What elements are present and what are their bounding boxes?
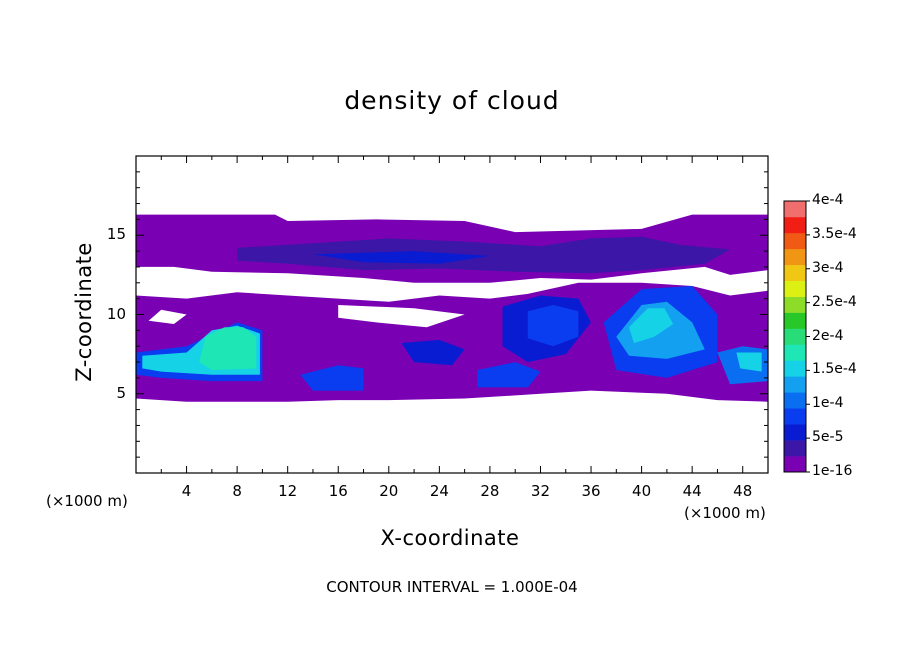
cloud-gap-2 xyxy=(148,309,187,324)
colorbar-swatch xyxy=(784,440,806,457)
colorbar-swatch xyxy=(784,360,806,377)
colorbar-swatch xyxy=(784,312,806,329)
x-tick-label: 4 xyxy=(181,482,192,500)
colorbar-swatch xyxy=(784,201,806,218)
x-tick-label: 16 xyxy=(328,482,348,500)
cloud-region-cell-7-core xyxy=(199,327,257,370)
x-tick-label: 40 xyxy=(632,482,652,500)
y-tick-label: 5 xyxy=(116,383,126,402)
cloud-region-cell-48-core xyxy=(736,352,762,372)
colorbar-swatch xyxy=(784,216,806,234)
colorbar-swatch xyxy=(784,376,806,393)
cloud-region-cell-33 xyxy=(527,305,579,347)
x-tick-label: 36 xyxy=(581,482,601,500)
colorbar-label: 5e-5 xyxy=(812,429,844,446)
colorbar-swatch xyxy=(784,232,806,250)
cloud-region-upper-band xyxy=(237,236,731,274)
colorbar-swatch xyxy=(784,424,806,441)
x-tick-label: 44 xyxy=(682,482,702,500)
colorbar-swatch xyxy=(784,280,806,297)
colorbar-label: 1e-4 xyxy=(812,395,844,412)
cloud-region-lower-layer xyxy=(136,282,768,402)
x-axis-label: X-coordinate xyxy=(380,526,520,550)
colorbar-label: 1e-16 xyxy=(812,463,853,479)
cloud-region-cell-29 xyxy=(477,362,541,388)
contour-interval-note: CONTOUR INTERVAL = 1.000E-04 xyxy=(326,578,578,596)
colorbar-swatch xyxy=(784,296,806,313)
y-tick-label: 15 xyxy=(106,225,126,244)
x-tick-label: 8 xyxy=(232,482,242,500)
cloud-gap-1 xyxy=(338,305,465,328)
x-tick-label: 24 xyxy=(429,482,449,500)
x-tick-label: 20 xyxy=(379,482,399,500)
colorbar-label: 1.5e-4 xyxy=(812,361,857,378)
colorbar-swatch xyxy=(784,264,806,281)
colorbar-swatch xyxy=(784,392,806,409)
x-tick-label: 12 xyxy=(278,482,298,500)
colorbar-label: 2.5e-4 xyxy=(812,293,857,310)
colorbar-swatch xyxy=(784,248,806,266)
colorbar-label: 3.5e-4 xyxy=(812,225,857,242)
colorbar-label: 4e-4 xyxy=(812,192,844,208)
z-unit-label: (×1000 m) xyxy=(46,492,128,510)
colorbar-swatch xyxy=(784,328,806,345)
cloud-region-cell-41-core xyxy=(629,308,674,343)
x-tick-label: 48 xyxy=(733,482,753,500)
x-tick-label: 28 xyxy=(480,482,500,500)
colorbar-swatch xyxy=(784,456,806,473)
cloud-region-upper-core xyxy=(313,251,490,264)
cloud-region-cell-16 xyxy=(300,365,364,391)
colorbar-label: 2e-4 xyxy=(812,327,844,344)
chart-title: density of cloud xyxy=(344,86,560,115)
cloud-region-cell-22 xyxy=(401,339,465,366)
colorbar-label: 3e-4 xyxy=(812,259,844,276)
x-tick-label: 32 xyxy=(530,482,551,500)
colorbar-swatch xyxy=(784,408,806,425)
colorbar-swatch xyxy=(784,344,806,361)
y-tick-label: 10 xyxy=(106,304,126,323)
x-unit-label: (×1000 m) xyxy=(684,504,766,522)
